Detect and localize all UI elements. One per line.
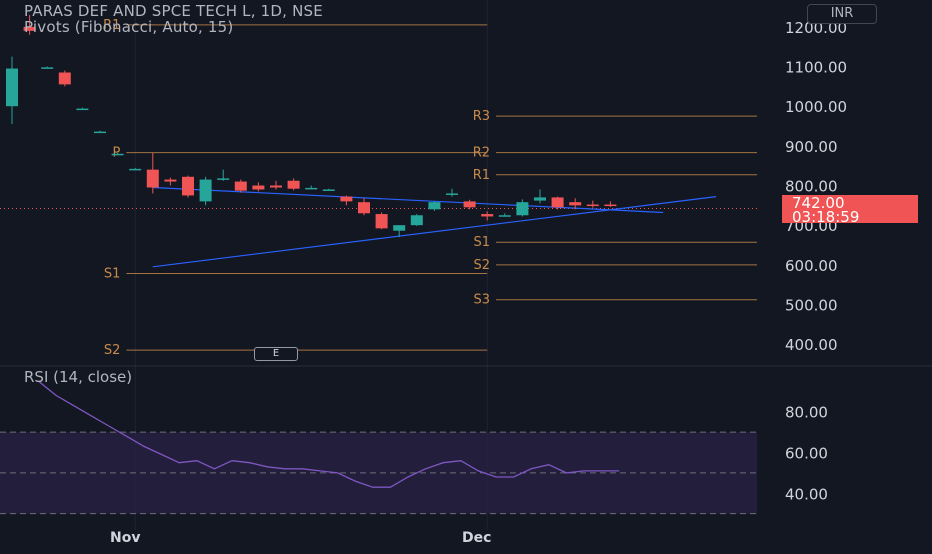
candle-body	[287, 180, 300, 189]
pivot-label-p: P	[113, 146, 121, 161]
candle-body	[446, 193, 458, 195]
candle-body	[111, 153, 124, 156]
pivot-label-s1: S1	[473, 235, 490, 250]
candle-body	[94, 131, 106, 134]
candle-body	[534, 197, 546, 201]
candle-body	[340, 196, 353, 202]
pivot-label-s2: S2	[473, 258, 490, 273]
candle-body	[23, 26, 36, 31]
candle-body	[41, 67, 54, 69]
candle-body	[375, 214, 388, 229]
candle-body	[182, 176, 194, 196]
candle-body	[6, 68, 18, 107]
candle-body	[604, 204, 617, 207]
pivot-label-s1: S1	[104, 267, 121, 282]
pivot-label-r3: R3	[473, 109, 490, 124]
price-axis-tick: 500.00	[785, 296, 838, 314]
symbol-title[interactable]: PARAS DEF AND SPCE TECH L, 1D, NSE	[24, 2, 323, 20]
price-axis-tick: 800.00	[785, 178, 838, 196]
candle-body	[146, 169, 159, 188]
candle-body	[586, 204, 599, 207]
trendline-1	[152, 186, 664, 214]
candle-body	[516, 202, 529, 216]
rsi-axis-tick: 40.00	[785, 485, 828, 503]
pivot-label-r1: R1	[473, 168, 490, 183]
candle-body	[129, 168, 142, 171]
candle-body	[234, 181, 247, 191]
candle-body	[410, 215, 423, 226]
price-axis-tick: 1100.00	[785, 59, 847, 77]
rsi-layer: 80.00 60.00 40.00	[0, 380, 828, 515]
currency-badge[interactable]: INR	[807, 4, 877, 24]
trendline-layer	[152, 186, 717, 268]
indicator-title[interactable]: Pivots (Fibonacci, Auto, 15)	[24, 18, 234, 36]
pivot-label-s2: S2	[104, 343, 121, 358]
candle-body	[305, 187, 318, 190]
pivot-label-r2: R2	[473, 146, 490, 161]
candle-body	[498, 215, 511, 217]
pivot-label-r1: R1	[103, 18, 120, 33]
candle-body	[252, 185, 265, 190]
trendline-2	[152, 196, 717, 268]
candle-body	[164, 179, 177, 182]
candle-body	[463, 201, 476, 208]
rsi-axis-tick: 80.00	[785, 404, 828, 422]
candle-body	[76, 108, 89, 111]
price-axis-layer: 1200.001100.001000.00900.00800.00700.006…	[785, 19, 847, 354]
candle-body	[481, 214, 494, 217]
price-axis-tick: 600.00	[785, 257, 838, 275]
candle-body	[393, 225, 406, 231]
x-label-nov: Nov	[110, 530, 141, 546]
last-price-label: 742.00 03:18:59	[782, 194, 918, 226]
pivot-label-s3: S3	[473, 293, 490, 308]
price-axis-tick: 400.00	[785, 336, 838, 354]
earnings-marker[interactable]: E	[254, 347, 298, 361]
price-axis-tick: 1000.00	[785, 98, 847, 116]
candle-body	[270, 185, 282, 188]
rsi-line	[37, 380, 620, 488]
candle-body	[322, 189, 335, 191]
candle-body	[358, 202, 370, 214]
x-label-dec: Dec	[462, 530, 492, 546]
price-axis-tick: 900.00	[785, 138, 838, 156]
candle-layer	[6, 15, 617, 238]
candle-body	[551, 197, 564, 208]
candle-body	[428, 202, 441, 210]
rsi-axis-tick: 60.00	[785, 445, 828, 463]
pivot-layer: R1 P S1 S2 R3 R2 R1 S1 S2 S3	[0, 18, 757, 358]
candle-body	[199, 179, 212, 202]
rsi-title[interactable]: RSI (14, close)	[24, 368, 133, 386]
candle-body	[569, 202, 582, 206]
candle-body	[217, 178, 230, 180]
candle-body	[58, 72, 71, 85]
bar-countdown: 03:18:59	[792, 207, 860, 226]
last-price-value: 742.00	[792, 194, 845, 212]
